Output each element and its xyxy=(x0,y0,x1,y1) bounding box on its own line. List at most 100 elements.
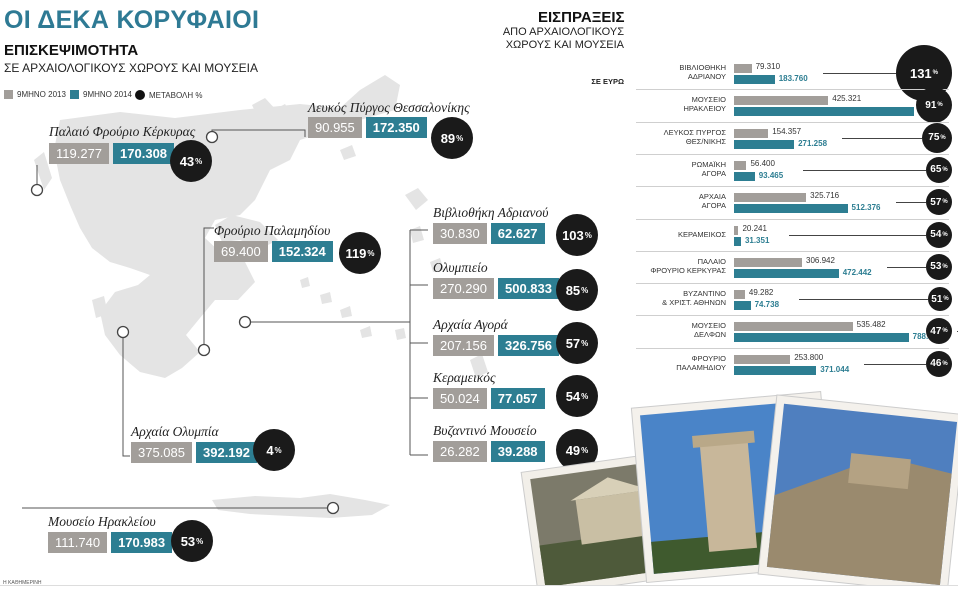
value-2014: 172.350 xyxy=(365,117,427,138)
revenue-change-badge: 54% xyxy=(926,221,952,248)
cyclades-shape-4 xyxy=(360,326,372,338)
value-2014: 326.756 xyxy=(498,335,559,356)
percent-sign: % xyxy=(937,102,943,109)
percent-sign: % xyxy=(942,199,948,206)
marker-athens xyxy=(238,315,252,329)
value-2014: 170.983 xyxy=(111,532,173,553)
revenue-bar-2014 xyxy=(734,75,775,84)
revenue-row-divider xyxy=(636,89,949,91)
revenue-value-2013: 154.357 xyxy=(772,126,802,136)
revenue-row: ΛΕΥΚΟΣ ΠΥΡΓΟΣ ΘΕΣ/ΝΙΚΗΣ 154.357 271.258 75% xyxy=(636,122,958,155)
revenue-change-value: 46 xyxy=(930,358,942,370)
revenue-row-label: ΑΡΧΑΙΑ ΑΓΟΡΑ xyxy=(698,192,726,211)
photo-palamidi xyxy=(757,394,958,585)
revenue-bar-2013 xyxy=(734,257,803,267)
footer-source: Η ΚΑΘΗΜΕΡΙΝΗ xyxy=(3,580,42,586)
change-badge: 54% xyxy=(556,375,598,417)
revenue-row-label: ΠΑΛΑΙΟ ΦΡΟΥΡΙΟ ΚΕΡΚΥΡΑΣ xyxy=(650,256,726,275)
percent-sign: % xyxy=(932,70,939,76)
value-2013: 90.955 xyxy=(308,117,362,138)
legend-change-dot xyxy=(135,90,145,100)
legend-2013-swatch xyxy=(4,90,13,99)
value-2014: 170.308 xyxy=(113,143,175,164)
change-badge: 49% xyxy=(556,429,598,471)
callout-olympieio: Ολυμπιείο 270.290 500.833 xyxy=(433,261,559,299)
change-badge: 103% xyxy=(556,214,598,256)
revenue-bar-2013 xyxy=(734,96,829,106)
revenue-bar-2013 xyxy=(734,354,791,364)
revenue-bar-2013 xyxy=(734,193,807,203)
revenue-row-label: ΜΟΥΣΕΙΟ ΗΡΑΚΛΕΙΟΥ xyxy=(683,95,726,114)
revenue-change-value: 57 xyxy=(930,196,942,208)
revenue-change-value: 131 xyxy=(909,65,932,81)
callout-name: Κεραμεικός xyxy=(433,370,496,385)
cyclades-shape-2 xyxy=(320,292,332,304)
revenue-row-label: ΚΕΡΑΜΕΙΚΟΣ xyxy=(677,229,726,239)
revenue-change-badge: 75% xyxy=(922,122,952,153)
change-badge: 57% xyxy=(556,322,598,364)
percent-sign: % xyxy=(274,445,282,455)
revenue-bar-2014 xyxy=(734,139,795,149)
revenue-leader-line xyxy=(822,73,896,74)
revenue-bar-2013 xyxy=(734,225,739,235)
value-2014: 152.324 xyxy=(271,241,333,262)
value-2013: 375.085 xyxy=(131,442,192,463)
revenue-row: ΚΕΡΑΜΕΙΚΟΣ 20.241 31.351 54% xyxy=(636,220,958,252)
callout-vyzantino: Βυζαντινό Μουσείο 26.282 39.288 xyxy=(433,424,545,462)
percent-sign: % xyxy=(942,360,948,367)
lemnos-shape xyxy=(340,145,356,160)
visits-subtitle: ΣΕ ΑΡΧΑΙΟΛΟΓΙΚΟΥΣ ΧΩΡΟΥΣ ΚΑΙ ΜΟΥΣΕΙΑ xyxy=(4,61,259,75)
value-2013: 111.740 xyxy=(48,532,108,553)
revenue-change-value: 51 xyxy=(931,293,943,305)
callout-name: Βιβλιοθήκη Αδριανού xyxy=(433,205,549,220)
value-2014: 62.627 xyxy=(490,223,545,244)
value-2013: 69.400 xyxy=(214,241,268,262)
leader-olympia xyxy=(122,332,130,457)
revenue-leader-line xyxy=(798,299,928,301)
value-2013: 119.277 xyxy=(49,143,110,164)
revenue-change-badge: 65% xyxy=(926,156,952,183)
revenue-bar-2014 xyxy=(734,107,914,117)
revenue-value-2013: 535.482 xyxy=(856,320,886,330)
leader-palamidi xyxy=(203,227,214,350)
revenue-change-value: 53 xyxy=(930,261,942,273)
percent-sign: % xyxy=(195,156,203,166)
change-value: 4 xyxy=(266,442,274,458)
revenue-title: ΕΙΣΠΡΑΞΕΙΣ xyxy=(538,9,625,26)
change-value: 49 xyxy=(565,442,581,458)
percent-sign: % xyxy=(940,134,946,141)
page-title: ΟΙ ΔΕΚΑ ΚΟΡΥΦΑΙΟΙ xyxy=(4,6,260,34)
callout-name: Λευκός Πύργος Θεσσαλονίκης xyxy=(308,100,470,115)
tower-body xyxy=(699,438,758,552)
callout-archaia-agora: Αρχαία Αγορά 207.156 326.756 xyxy=(433,318,559,356)
change-badge: 85% xyxy=(556,269,598,311)
crete-shape xyxy=(212,494,390,518)
revenue-row-divider xyxy=(636,315,949,317)
revenue-change-value: 65 xyxy=(930,164,942,176)
percent-sign: % xyxy=(581,391,589,401)
revenue-row: ΦΡΟΥΡΙΟ ΠΑΛΑΜΗΔΙΟΥ 253.800 371.044 46% xyxy=(636,349,958,381)
revenue-leader-line xyxy=(895,202,926,204)
percent-sign: % xyxy=(367,248,375,258)
percent-sign: % xyxy=(942,166,948,173)
callout-lefkos-pyrgos: Λευκός Πύργος Θεσσαλονίκης 90.955 172.350 xyxy=(308,100,470,138)
map-markers xyxy=(30,130,340,515)
revenue-change-badge: 46% xyxy=(926,350,952,377)
revenue-row: ΑΡΧΑΙΑ ΑΓΟΡΑ 325.716 512.376 57% xyxy=(636,187,958,219)
revenue-row-label: ΡΩΜΑΪΚΗ ΑΓΟΡΑ xyxy=(691,159,726,178)
callout-name: Βυζαντινό Μουσείο xyxy=(433,423,537,438)
visits-title: ΕΠΙΣΚΕΨΙΜΟΤΗΤΑ xyxy=(4,42,139,59)
marker-nafplio xyxy=(197,343,211,357)
revenue-row-divider xyxy=(636,250,949,252)
dodecanese-shape xyxy=(395,328,406,340)
change-value: 119 xyxy=(345,245,367,261)
legend-change-label: ΜΕΤΑΒΟΛΗ % xyxy=(149,90,203,100)
value-2013: 270.290 xyxy=(433,278,494,299)
revenue-row-divider xyxy=(636,186,949,188)
revenue-row-label: ΦΡΟΥΡΙΟ ΠΑΛΑΜΗΔΙΟΥ xyxy=(676,353,726,372)
revenue-bar-2013 xyxy=(734,128,769,138)
revenue-change-badge: 51% xyxy=(928,287,952,312)
revenue-value-2013: 425.321 xyxy=(832,94,862,104)
